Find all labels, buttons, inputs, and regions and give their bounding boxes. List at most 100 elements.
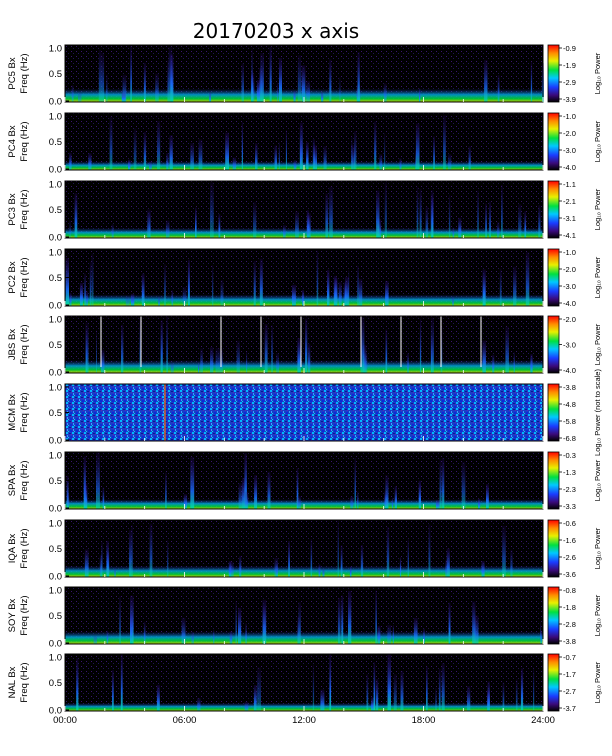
- spectrogram-burst: [89, 261, 91, 306]
- spectrogram-burst: [468, 146, 471, 170]
- y-tick-label: 0.0: [49, 301, 62, 312]
- colorbar-label: Log₁₀ Power: [593, 188, 602, 230]
- spectrogram-burst: [119, 596, 121, 644]
- spectrogram-burst: [257, 667, 261, 711]
- colorbar-tick-label: -0.9: [563, 44, 576, 53]
- x-tick-label: 12:00: [292, 715, 316, 726]
- spectrogram-burst: [198, 139, 203, 170]
- station-label: SOY Bx: [7, 598, 18, 632]
- spectrogram-burst: [394, 486, 397, 509]
- spectrogram-burst: [333, 275, 337, 306]
- spectrogram-burst: [114, 567, 116, 577]
- freq-axis-label: Freq (Hz): [19, 392, 30, 432]
- spectrogram-burst: [267, 471, 271, 509]
- spectrogram-burst: [513, 352, 515, 373]
- spectrogram-burst: [241, 122, 243, 170]
- spectrogram-burst: [264, 324, 268, 373]
- spectrogram-burst: [385, 329, 388, 373]
- spectrogram-burst: [149, 523, 153, 577]
- spectrogram-burst: [538, 205, 541, 238]
- spectrogram-burst: [448, 194, 451, 238]
- spectrogram-burst: [101, 349, 105, 373]
- spectrogram-burst: [288, 541, 290, 577]
- colorbar: [547, 653, 560, 712]
- spectrogram-burst: [524, 211, 527, 238]
- spectrogram-burst: [481, 561, 485, 577]
- y-tick-label: 1.0: [49, 653, 62, 664]
- spectrogram-burst: [484, 59, 488, 102]
- spectrogram-burst: [308, 212, 311, 238]
- spectrogram-burst: [443, 115, 446, 170]
- spectrogram-burst: [329, 186, 333, 238]
- colorbar-tick-label: -0.8: [563, 586, 576, 595]
- spectrogram-burst: [285, 130, 287, 170]
- station-label: NAL Bx: [7, 666, 18, 698]
- spectrogram-burst: [383, 83, 387, 102]
- spectrogram-burst: [166, 316, 168, 373]
- spectrogram-burst: [130, 614, 133, 644]
- spectrogram-burst: [232, 157, 237, 170]
- spectrogram-band: [65, 565, 543, 577]
- spectrogram-panel: 0.0 0.5 1.0 SPA Bx Freq (Hz) -0.3 -1.3 -2.3 -3.3…: [7, 451, 602, 515]
- y-tick-label: 1.0: [49, 180, 62, 191]
- spectrogram-burst: [283, 224, 286, 238]
- spectrogram-burst: [157, 120, 161, 170]
- colorbar: [547, 315, 560, 374]
- spectrogram-burst: [210, 347, 214, 373]
- station-label: PC3 Bx: [7, 193, 18, 225]
- spectrogram-burst: [354, 457, 356, 509]
- spectrogram-burst: [225, 132, 229, 170]
- y-tick-label: 0.5: [49, 476, 62, 487]
- y-tick-label: 1.0: [49, 248, 62, 259]
- spectrogram-burst: [530, 61, 533, 102]
- spectrogram-burst: [260, 53, 264, 102]
- spectrogram-burst: [384, 491, 387, 509]
- freq-axis-label: Freq (Hz): [19, 460, 30, 500]
- spectrogram-burst: [295, 211, 299, 238]
- spectrogram-burst: [111, 224, 114, 238]
- spectrogram-burst: [423, 628, 425, 644]
- x-axis: 00:00 06:00 12:00 18:00 24:00: [53, 715, 555, 726]
- spectrogram-burst: [98, 49, 101, 102]
- spectrogram-burst: [259, 258, 263, 306]
- colorbar-label: Log₁₀ Power: [593, 120, 602, 162]
- colorbar-tick-label: -2.6: [563, 553, 576, 562]
- colorbar-tick-label: -0.6: [563, 519, 576, 528]
- spectrogram-burst: [329, 59, 332, 102]
- spectrogram-burst: [320, 689, 325, 711]
- y-tick-label: 1.0: [49, 519, 62, 530]
- spectrogram-burst: [428, 524, 431, 577]
- x-tick-label: 24:00: [531, 715, 555, 726]
- spectrogram-burst: [276, 353, 279, 373]
- spectrogram-burst: [419, 88, 421, 102]
- spectrogram-burst: [190, 457, 195, 509]
- spectrogram-burst: [238, 607, 242, 644]
- colorbar-tick-label: -5.8: [563, 417, 576, 426]
- spectrogram-burst: [69, 220, 71, 238]
- spectrogram-burst: [530, 354, 533, 373]
- colorbar-tick-label: -1.6: [563, 536, 576, 545]
- spectrogram-burst: [276, 563, 278, 577]
- spectrogram-burst: [338, 282, 342, 306]
- spectrogram-burst: [101, 542, 103, 577]
- spectrogram-panel: 0.0 0.5 1.0 IQA Bx Freq (Hz) -0.6 -1.6 -2.6 -3.6…: [7, 519, 602, 583]
- y-tick-label: 0.0: [49, 368, 62, 379]
- spectrogram-burst: [413, 617, 418, 644]
- spectrogram-burst: [387, 624, 391, 644]
- y-tick-label: 1.0: [49, 112, 62, 123]
- freq-axis-label: Freq (Hz): [19, 528, 30, 568]
- spectrogram-burst: [100, 52, 105, 102]
- spectrogram-burst: [452, 296, 454, 306]
- spectrogram-burst: [419, 188, 422, 238]
- spectrogram-burst: [306, 142, 309, 170]
- spectrogram-burst: [102, 487, 105, 509]
- y-tick-label: 0.5: [49, 69, 62, 80]
- colorbar-label: Log₁₀ Power: [593, 661, 602, 703]
- spectrogram-burst: [76, 658, 79, 711]
- spectrogram-burst: [74, 193, 78, 238]
- colorbar-tick-label: -4.0: [563, 366, 576, 375]
- x-tick-label: 18:00: [412, 715, 436, 726]
- spectrogram-burst: [415, 123, 420, 170]
- colorbar-label: Log₁₀ Power: [593, 256, 602, 298]
- spectrogram-burst: [155, 73, 159, 102]
